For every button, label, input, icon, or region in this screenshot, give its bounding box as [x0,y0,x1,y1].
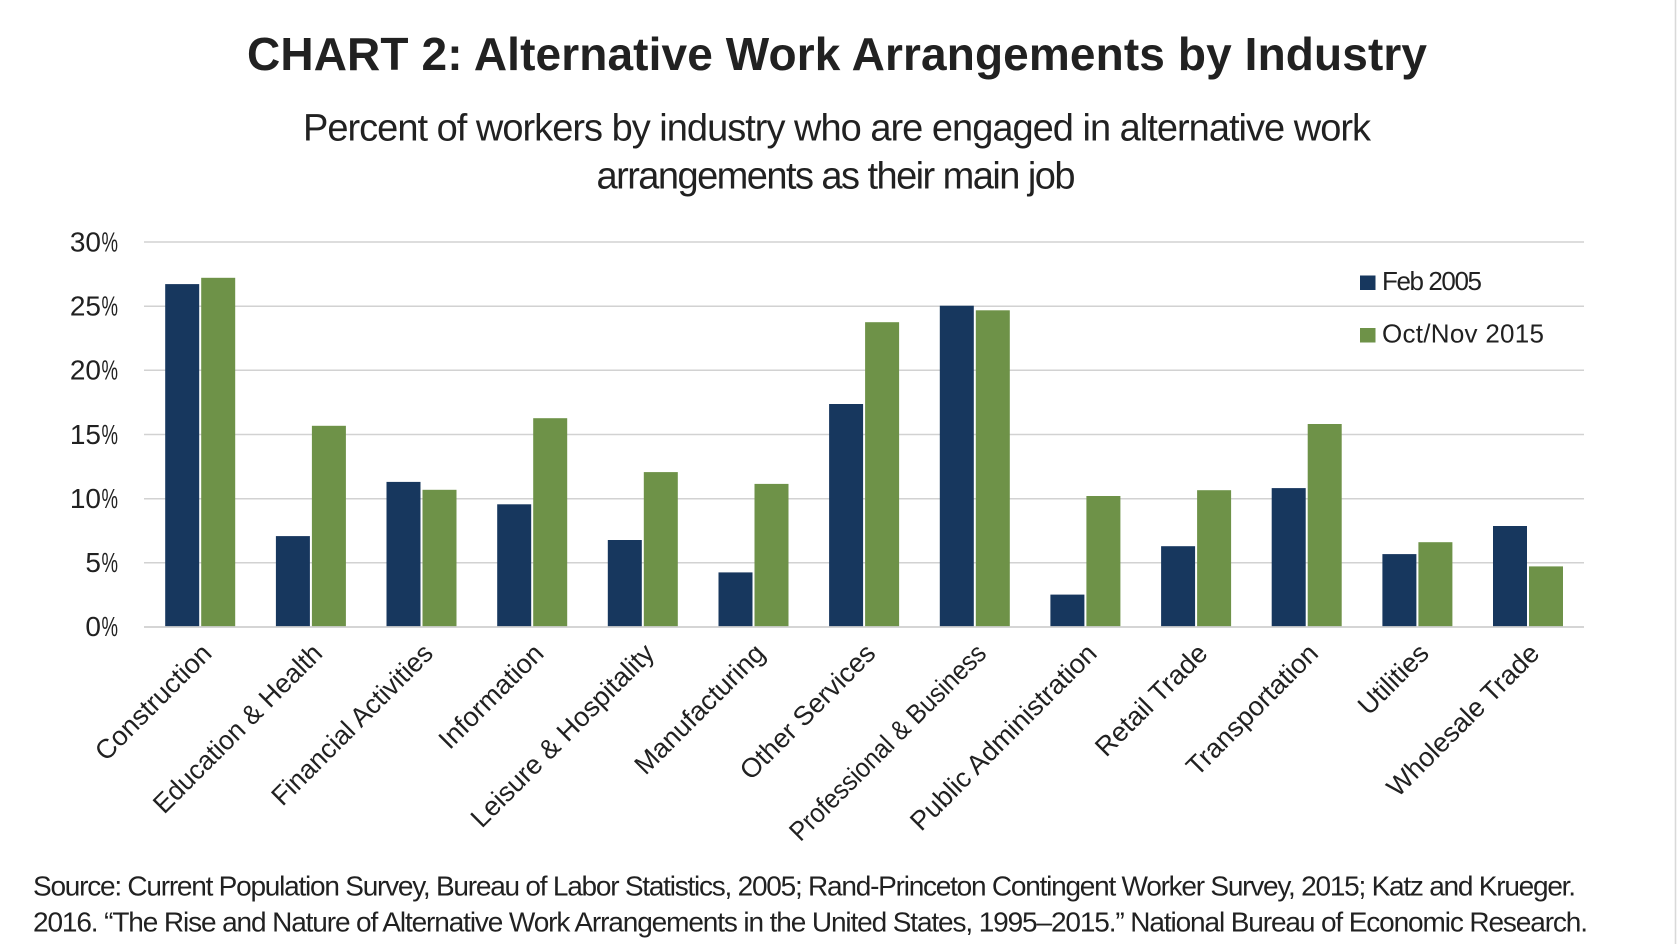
svg-text:Feb 2005: Feb 2005 [1382,266,1482,296]
svg-text:CHART 2: Alternative Work Arra: CHART 2: Alternative Work Arrangements b… [247,28,1427,80]
svg-text:Percent of workers by industry: Percent of workers by industry who are e… [303,108,1372,150]
svg-text:20: 20 [70,355,101,386]
svg-text:Source: Current Population Sur: Source: Current Population Survey, Burea… [33,871,1576,902]
svg-text:Oct/Nov 2015: Oct/Nov 2015 [1382,319,1544,349]
svg-text:%: % [102,291,119,322]
svg-text:%: % [102,483,119,514]
svg-text:%: % [102,547,119,578]
svg-text:10: 10 [70,483,101,514]
svg-text:%: % [102,226,119,257]
svg-text:25: 25 [70,291,101,322]
svg-text:%: % [102,611,119,642]
svg-text:0: 0 [85,611,101,642]
svg-text:5: 5 [85,547,101,578]
svg-text:%: % [102,355,119,386]
svg-text:%: % [102,419,119,450]
svg-text:30: 30 [70,226,101,257]
svg-text:15: 15 [70,419,101,450]
svg-text:2016. “The Rise and Nature of: 2016. “The Rise and Nature of Alternativ… [33,906,1588,937]
svg-text:arrangements as their main job: arrangements as their main job [597,155,1076,197]
